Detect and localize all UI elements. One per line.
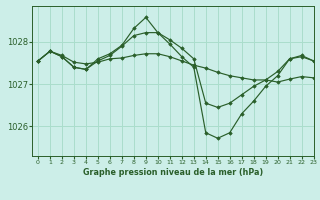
X-axis label: Graphe pression niveau de la mer (hPa): Graphe pression niveau de la mer (hPa) <box>83 168 263 177</box>
